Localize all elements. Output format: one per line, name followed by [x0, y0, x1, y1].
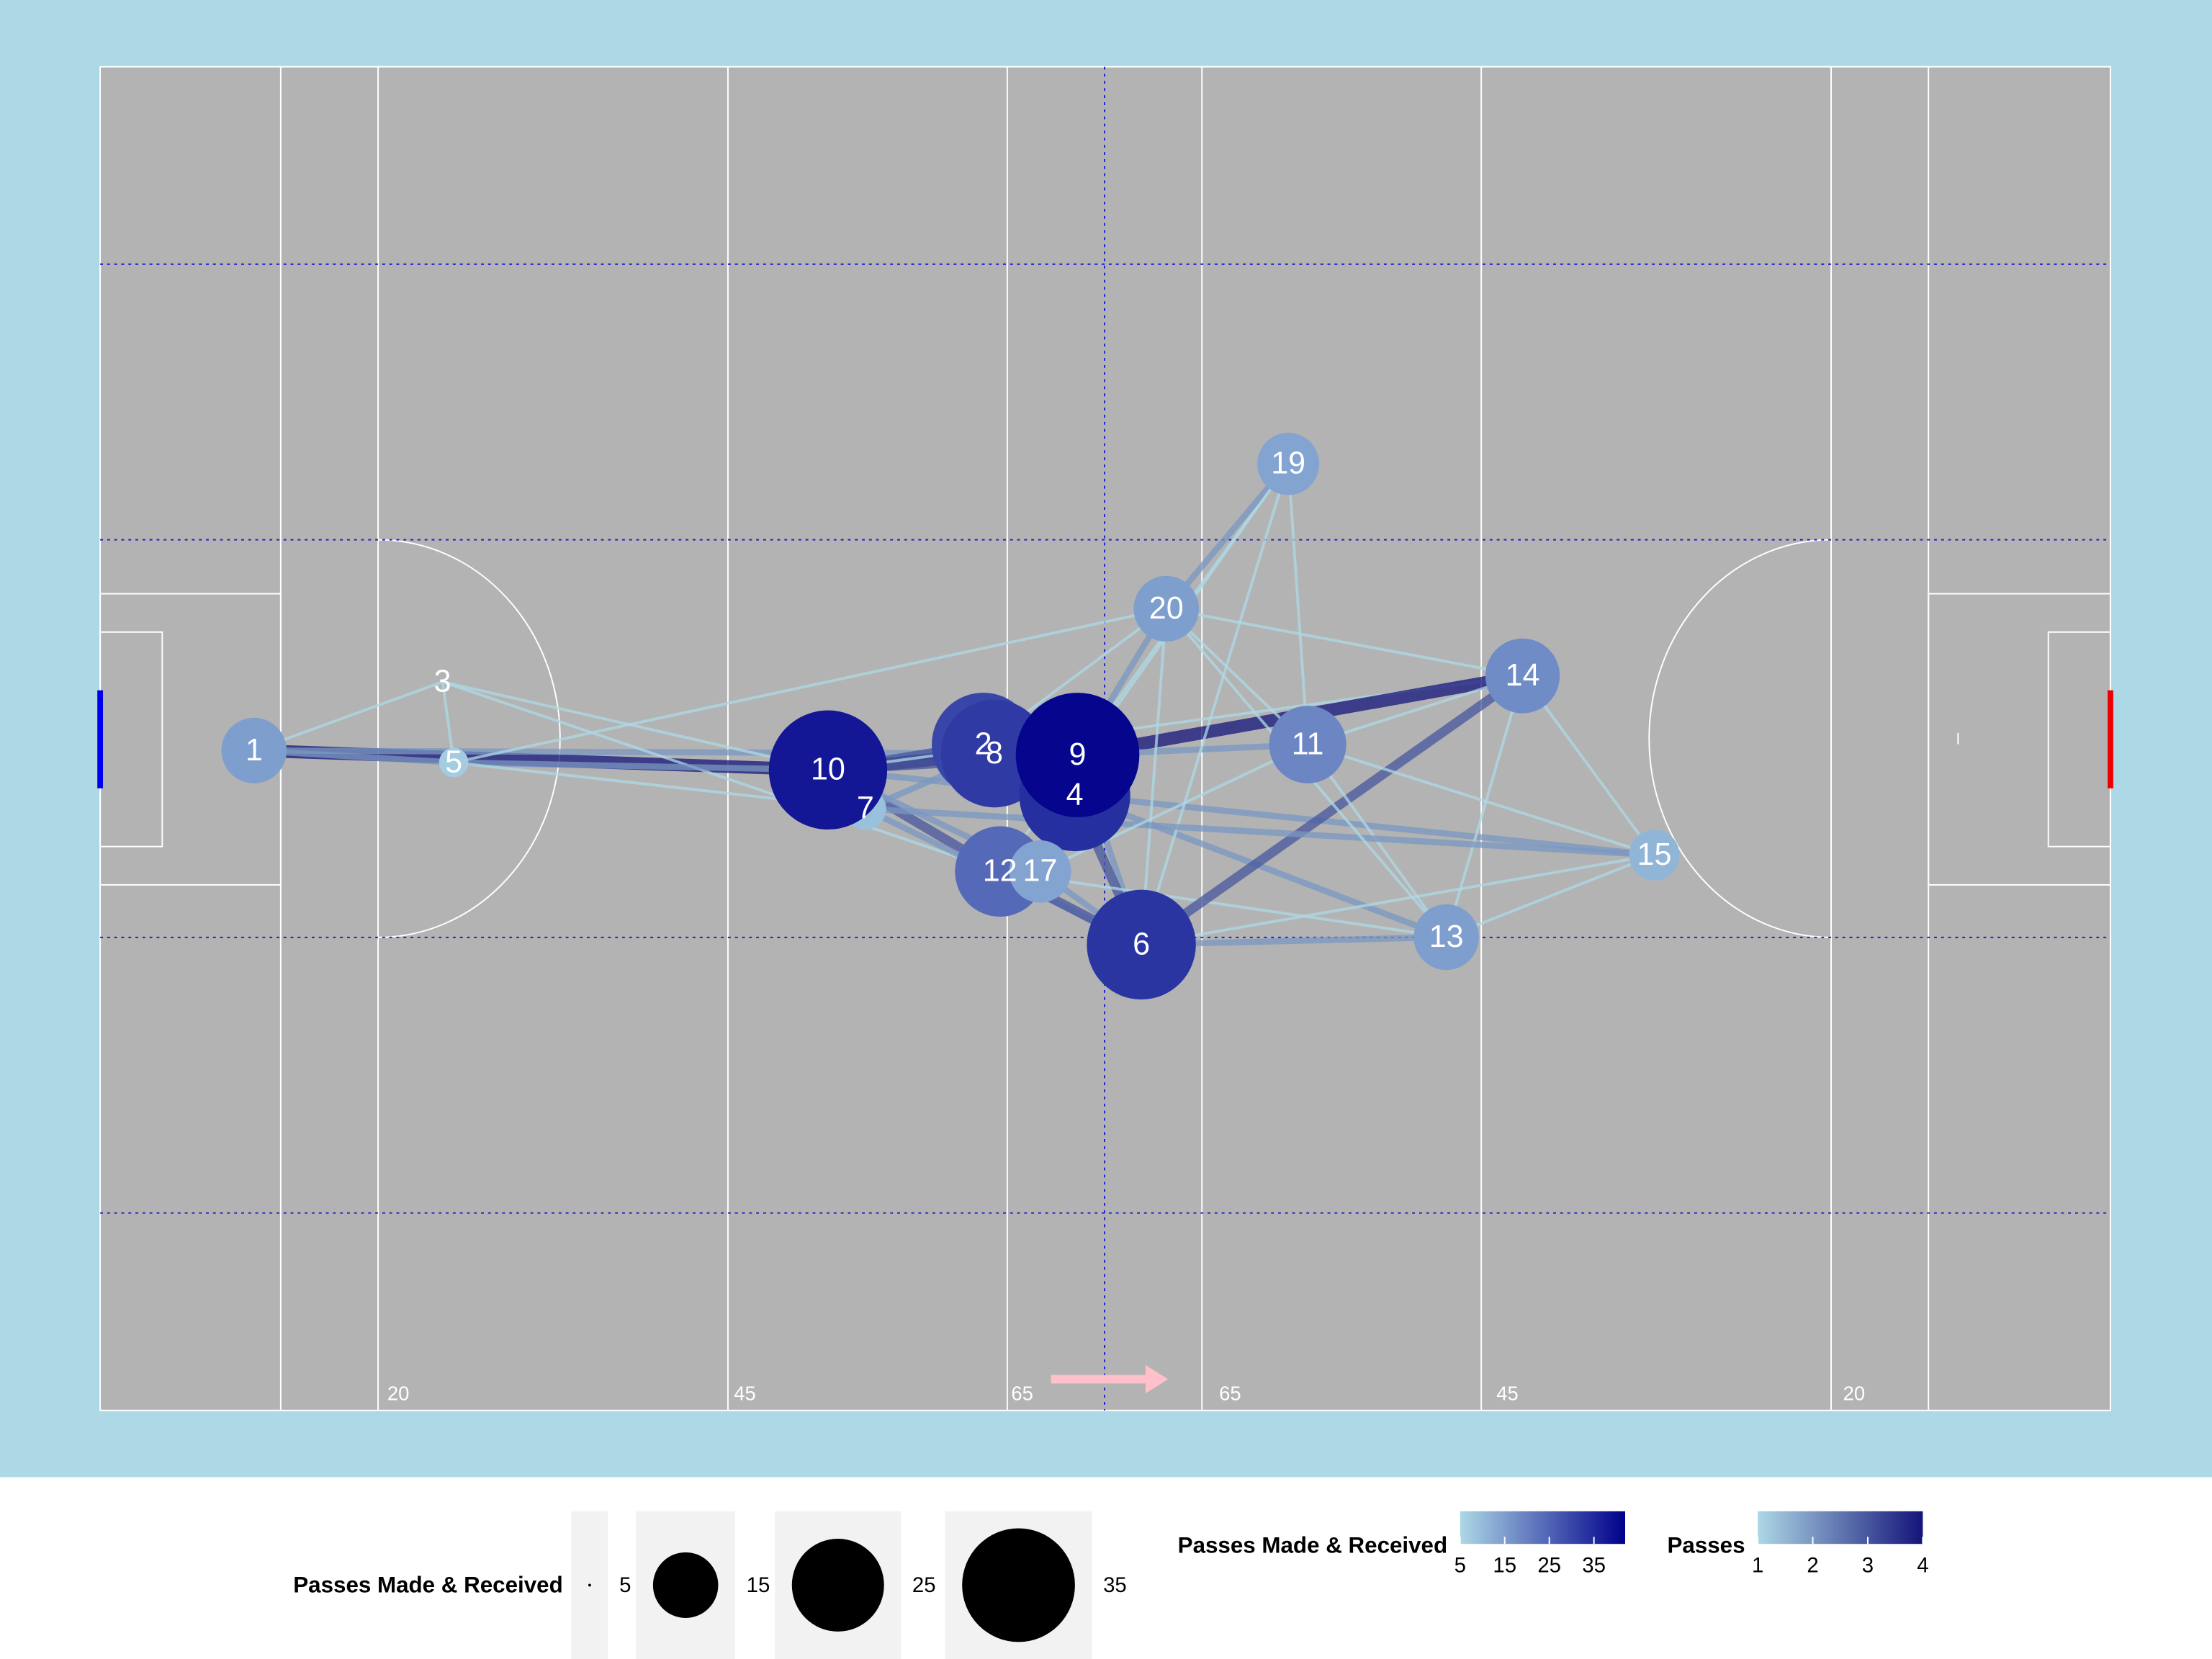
player-node	[1015, 693, 1140, 817]
player-node	[1257, 432, 1320, 495]
color-bar-label: 1	[1752, 1553, 1763, 1577]
pass-edge	[1136, 671, 1528, 950]
player-node	[1413, 904, 1479, 971]
size-key-circle	[791, 1538, 884, 1632]
pitch-label: 20	[387, 1382, 410, 1404]
player-label: 2	[975, 727, 992, 761]
player-label: 7	[857, 791, 874, 826]
player-label: 12	[983, 854, 1017, 889]
size-key-circle	[652, 1552, 719, 1619]
size-key-circle	[588, 1583, 591, 1587]
player-label: 19	[1271, 446, 1305, 481]
player-node	[221, 717, 287, 783]
color-bar-label: 35	[1582, 1553, 1606, 1577]
player-label: 17	[1023, 854, 1058, 889]
pass-edge	[1444, 674, 1524, 939]
color-bar-label: 2	[1807, 1553, 1818, 1577]
nodes	[221, 432, 1680, 1000]
player-node	[940, 699, 1048, 808]
player-node	[1009, 840, 1071, 903]
pass-edge	[441, 680, 1002, 873]
player-label: 20	[1149, 591, 1184, 626]
pass-edge	[1140, 607, 1168, 946]
player-node	[1133, 575, 1200, 642]
player-label: 3	[434, 664, 451, 698]
size-key-label: 5	[619, 1573, 631, 1597]
pitch-label: 45	[1496, 1382, 1519, 1404]
color-bar-label: 15	[1493, 1553, 1516, 1577]
player-label: 11	[1292, 727, 1324, 761]
color-bar-label: 3	[1862, 1553, 1874, 1577]
size-key-circle	[962, 1528, 1075, 1642]
color-legend-title: Passes Made & Received	[1178, 1532, 1447, 1557]
pitch-label: 65	[1219, 1382, 1241, 1404]
size-legend-title: Passes Made & Received	[293, 1573, 562, 1598]
edge-color-bar	[1758, 1511, 1923, 1545]
pass-edge	[998, 870, 1448, 939]
player-node	[441, 680, 444, 683]
player-node	[1629, 830, 1680, 881]
player-node	[1087, 889, 1196, 1000]
player-node	[768, 710, 888, 830]
player-label: 10	[811, 752, 845, 787]
pass-edge	[1038, 743, 1310, 873]
legend: Passes Made & Received Passes Made & Rec…	[293, 1511, 1929, 1659]
player-node	[1485, 638, 1560, 714]
player-label: 14	[1506, 658, 1540, 693]
player-label: 1	[246, 733, 263, 768]
size-key-label: 35	[1103, 1573, 1127, 1597]
player-label: 6	[1133, 927, 1150, 961]
pitch-label: 45	[734, 1382, 756, 1404]
player-label: 13	[1429, 920, 1464, 954]
color-bar-label: 5	[1455, 1553, 1466, 1577]
pitch-lines: 20 45 65 65 45 20	[97, 66, 2113, 1411]
player-node	[439, 747, 469, 778]
player-label: 15	[1637, 837, 1672, 872]
pass-edge	[1140, 462, 1290, 946]
player-label: 4	[1066, 778, 1084, 812]
pitch-label: 65	[1011, 1382, 1033, 1404]
pass-edge	[862, 805, 1658, 858]
pass-edge	[1287, 462, 1310, 747]
pass-edge	[441, 680, 830, 772]
pass-edge	[1140, 853, 1656, 946]
color-bar-label: 4	[1917, 1553, 1928, 1577]
player-label: 9	[1069, 737, 1087, 772]
player-label: 8	[986, 736, 1003, 770]
pass-edge	[252, 680, 444, 752]
player-label: 5	[445, 745, 462, 779]
edge-legend-title: Passes	[1667, 1532, 1745, 1557]
pass-edge	[452, 607, 1168, 764]
pass-edge	[1444, 853, 1656, 939]
size-key-label: 25	[912, 1573, 936, 1597]
color-bar	[1460, 1511, 1625, 1545]
pitch-label: 20	[1843, 1382, 1866, 1404]
player-node	[1269, 706, 1346, 783]
color-bar-label: 25	[1537, 1553, 1561, 1577]
pass-edge	[1164, 607, 1524, 678]
size-key-label: 15	[747, 1573, 770, 1597]
pass-edge	[450, 759, 832, 773]
pass-edge	[1306, 743, 1656, 857]
